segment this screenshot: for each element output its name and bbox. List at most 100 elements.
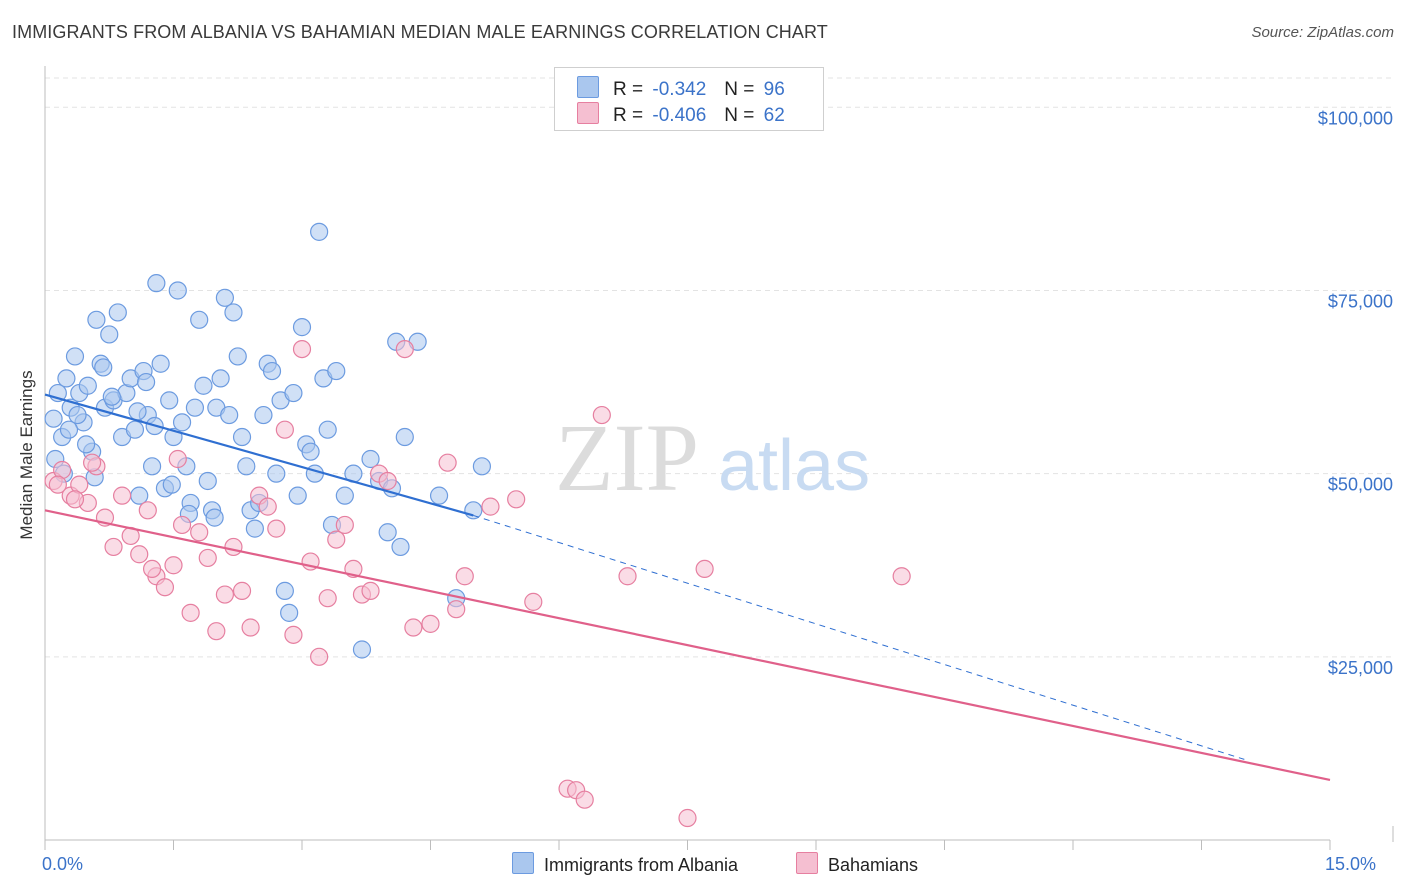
bahamians-point: [155, 578, 175, 597]
bahamians-point: [421, 614, 440, 633]
albania-point: [288, 486, 307, 505]
y-axis-label: Median Male Earnings: [17, 370, 36, 539]
bahamians-point: [695, 559, 714, 579]
albania-point: [378, 523, 397, 542]
albania-point: [245, 519, 264, 538]
bottom-legend-bahamians: Bahamians: [796, 852, 918, 876]
legend-swatch-albania: [577, 76, 599, 98]
albania-point: [172, 413, 192, 432]
albania-point: [224, 303, 243, 322]
legend-n-label: N =: [724, 79, 755, 100]
bahamians-point: [142, 559, 162, 579]
bahamians-point: [168, 449, 187, 469]
albania-point: [310, 222, 329, 241]
bahamians-point: [104, 537, 123, 557]
albania-point: [254, 405, 273, 425]
bahamians-point: [481, 497, 500, 516]
albania-point: [78, 376, 97, 395]
albania-point: [108, 303, 127, 322]
bahamians-point: [83, 453, 102, 472]
legend-n-value-bahamians: 62: [763, 105, 785, 126]
bahamians-point: [438, 453, 457, 472]
albania-point: [94, 358, 113, 377]
albania-point: [142, 457, 162, 476]
y-tick-labels: $25,000 $50,000 $75,000 $100,000: [1318, 108, 1393, 678]
source-label: Source: ZipAtlas.com: [1251, 24, 1394, 41]
albania-point: [318, 420, 337, 439]
y-tick-label: $50,000: [1328, 475, 1393, 495]
albania-point: [284, 383, 303, 403]
bahamians-point: [48, 475, 67, 494]
bahamians-point: [575, 790, 594, 809]
bahamians-point: [318, 589, 337, 608]
bahamians-point: [678, 808, 697, 828]
albania-point: [305, 464, 324, 483]
albania-point: [395, 427, 414, 447]
bahamians-point: [507, 490, 526, 509]
albania-point: [232, 427, 252, 447]
albania-point: [151, 354, 170, 373]
bottom-legend-albania: Immigrants from Albania: [512, 852, 738, 876]
albania-point: [147, 274, 166, 293]
legend-row-bahamians: R = -0.406 N = 62: [577, 102, 785, 126]
albania-point: [352, 640, 372, 659]
legend-r-label: R =: [613, 79, 644, 100]
albania-point: [211, 369, 230, 388]
albania-point: [275, 581, 294, 600]
bottom-legend-albania-label: Immigrants from Albania: [544, 855, 739, 875]
bahamians-point: [224, 537, 243, 557]
albania-point: [136, 372, 156, 392]
albania-point: [464, 501, 483, 520]
albania-point: [168, 281, 187, 300]
legend-n-label: N =: [724, 105, 755, 126]
albania-trend-extension: [473, 514, 1245, 760]
bahamians-points: [44, 339, 911, 828]
albania-point: [190, 310, 209, 329]
bahamians-point: [181, 603, 200, 622]
bahamians-point: [592, 405, 611, 425]
albania-point: [194, 376, 213, 395]
bahamians-point: [207, 622, 226, 641]
bahamians-point: [267, 519, 286, 538]
bahamians-point: [138, 501, 157, 520]
y-tick-label: $75,000: [1328, 291, 1393, 311]
albania-point: [68, 405, 87, 425]
bahamians-point: [310, 647, 329, 666]
bahamians-point: [275, 420, 294, 439]
x-tick-right: 15.0%: [1325, 854, 1376, 874]
albania-point: [102, 387, 121, 406]
bahamians-point: [112, 486, 132, 505]
bottom-swatch-albania: [512, 852, 534, 874]
albania-point: [59, 420, 79, 439]
bahamians-point: [327, 530, 346, 549]
bahamians-point: [378, 471, 397, 491]
albania-point: [262, 361, 282, 381]
chart-title: IMMIGRANTS FROM ALBANIA VS BAHAMIAN MEDI…: [12, 22, 828, 42]
bahamians-point: [395, 339, 414, 359]
albania-point: [205, 508, 224, 527]
x-tick-left: 0.0%: [42, 854, 83, 874]
bahamians-point: [618, 567, 637, 586]
albania-point: [472, 457, 491, 476]
bahamians-point: [404, 618, 423, 637]
watermark: ZIP atlas: [555, 404, 870, 511]
albania-point: [160, 391, 179, 410]
albania-point: [128, 402, 147, 421]
bahamians-point: [258, 497, 277, 516]
albania-point: [44, 409, 63, 428]
legend-r-value-bahamians: -0.406: [652, 105, 707, 126]
watermark-atlas: atlas: [718, 426, 870, 506]
watermark-zip: ZIP: [555, 404, 699, 511]
bahamians-trend-line: [44, 509, 1331, 781]
bahamians-point: [241, 618, 260, 637]
albania-point: [57, 369, 76, 388]
gridlines: [45, 77, 1395, 658]
albania-point: [125, 420, 145, 439]
bahamians-point: [361, 581, 380, 600]
legend-row-albania: R = -0.342 N = 96: [577, 76, 785, 100]
albania-point: [237, 457, 256, 476]
albania-point: [429, 486, 449, 505]
bahamians-point: [892, 567, 911, 586]
albania-point: [228, 347, 247, 366]
